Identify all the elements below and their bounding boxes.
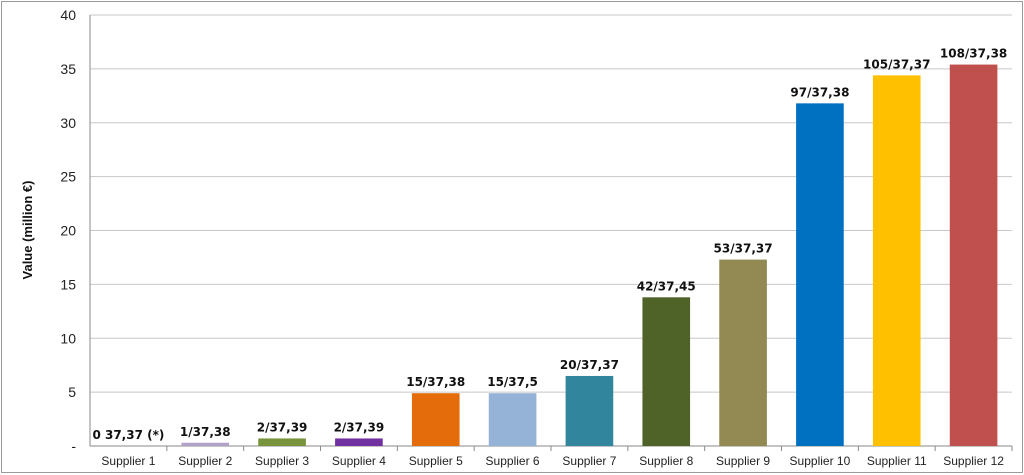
bar	[258, 438, 306, 446]
axes	[89, 15, 1013, 451]
bars	[181, 64, 998, 446]
category-label: Supplier 5	[409, 454, 463, 468]
bar	[335, 438, 383, 446]
y-axis-title: Value (million €)	[20, 181, 35, 280]
bar	[181, 442, 230, 446]
data-label: 15/37,5	[487, 375, 538, 389]
y-tick-label: 30	[60, 115, 76, 131]
data-label: 15/37,38	[406, 375, 465, 389]
y-tick-label: 35	[60, 61, 76, 77]
category-label: Supplier 4	[332, 454, 386, 468]
category-label: Supplier 8	[639, 454, 693, 468]
category-label: Supplier 6	[486, 454, 540, 468]
data-label: 53/37,37	[714, 242, 773, 256]
category-label: Supplier 12	[943, 454, 1004, 468]
data-label: 2/37,39	[334, 420, 385, 434]
y-tick-label: 25	[60, 169, 76, 185]
data-label: 20/37,37	[560, 358, 619, 372]
y-tick-label: 15	[60, 276, 76, 292]
data-label: 42/37,45	[637, 279, 696, 293]
data-label: 105/37,37	[863, 57, 930, 71]
y-tick-label: 40	[60, 7, 76, 23]
category-labels: Supplier 1 Supplier 2 Supplier 3 Supplier 4…	[101, 454, 1004, 468]
category-label: Supplier 1	[101, 454, 155, 468]
bar	[719, 259, 767, 446]
data-label: 108/37,38	[940, 47, 1007, 61]
category-label: Supplier 11	[867, 454, 927, 468]
bar	[642, 297, 691, 446]
category-label: Supplier 9	[716, 454, 770, 468]
bar	[949, 64, 998, 446]
y-tick-label: 10	[60, 330, 76, 346]
bar	[411, 393, 460, 446]
data-label: 1/37,38	[180, 425, 231, 439]
bar	[565, 375, 614, 446]
y-tick-labels: - 5 10 15 20 25 30 35 40	[60, 7, 76, 454]
category-label: Supplier 7	[562, 454, 616, 468]
data-label: 2/37,39	[257, 420, 308, 434]
bar	[488, 393, 537, 446]
y-tick-label: 5	[68, 384, 76, 400]
bar	[872, 75, 921, 446]
bar	[796, 103, 844, 446]
category-label: Supplier 2	[178, 454, 232, 468]
category-label: Supplier 3	[255, 454, 309, 468]
category-label: Supplier 10	[790, 454, 851, 468]
data-labels: 0 37,37 (*) 1/37,38 2/37,39 2/37,39 15/37,38…	[92, 47, 1007, 442]
data-label: 97/37,38	[790, 85, 849, 99]
y-tick-label: -	[71, 438, 76, 454]
gridlines	[90, 14, 1012, 393]
y-tick-label: 20	[60, 223, 76, 239]
data-label: 0 37,37 (*)	[92, 428, 164, 442]
